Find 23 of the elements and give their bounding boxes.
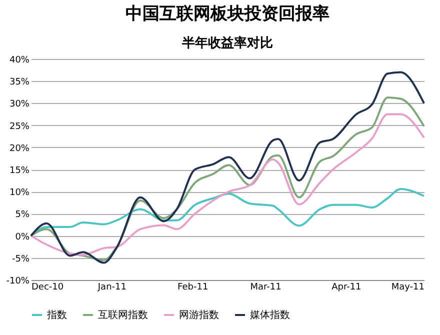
- y-tick-label: 35%: [9, 78, 30, 88]
- legend-label: 指数: [46, 309, 67, 321]
- x-tick-label: Mar-11: [250, 282, 282, 292]
- y-tick-label: 20%: [9, 144, 30, 154]
- x-tick-label: Jan-11: [96, 282, 126, 292]
- x-tick-label: Apr-11: [332, 282, 362, 292]
- chart-title: 中国互联网板块投资回报率: [126, 4, 330, 24]
- x-tick-label: Dec-10: [32, 282, 64, 292]
- chart-subtitle: 半年收益率对比: [181, 35, 273, 51]
- y-tick-label: 30%: [9, 100, 30, 110]
- legend-label: 媒体指数: [250, 309, 290, 321]
- y-tick-label: 5%: [15, 210, 30, 220]
- x-tick-label: May-11: [391, 282, 424, 292]
- x-tick-label: Feb-11: [178, 282, 208, 292]
- y-tick-label: 0%: [15, 232, 30, 242]
- y-tick-label: -5%: [12, 254, 30, 264]
- y-tick-label: -10%: [6, 276, 30, 286]
- legend-label: 互联网指数: [98, 309, 148, 321]
- y-tick-label: 25%: [9, 122, 30, 132]
- y-tick-label: 15%: [9, 166, 30, 176]
- legend-label: 网游指数: [179, 309, 219, 321]
- y-tick-label: 40%: [9, 56, 30, 66]
- y-tick-label: 10%: [9, 188, 30, 198]
